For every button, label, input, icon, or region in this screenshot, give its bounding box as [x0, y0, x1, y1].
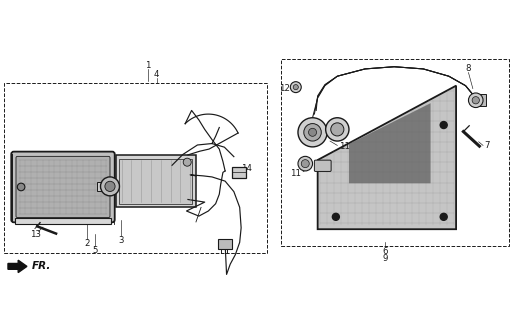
Text: 9: 9 [383, 254, 388, 263]
FancyBboxPatch shape [11, 152, 115, 222]
Text: 7: 7 [484, 141, 490, 150]
Bar [281, 60, 509, 246]
Text: 4: 4 [154, 69, 159, 78]
Circle shape [298, 118, 327, 147]
Circle shape [105, 181, 115, 191]
Circle shape [440, 213, 447, 220]
Circle shape [17, 183, 25, 191]
Circle shape [332, 213, 339, 220]
Circle shape [331, 123, 344, 136]
Circle shape [290, 82, 301, 92]
Circle shape [472, 97, 479, 104]
Bar [218, 239, 232, 249]
Bar [4, 84, 267, 253]
Text: 1: 1 [145, 61, 150, 70]
FancyBboxPatch shape [15, 218, 110, 224]
Text: 13: 13 [30, 230, 41, 239]
Text: 5: 5 [93, 246, 98, 255]
Circle shape [298, 156, 312, 171]
Polygon shape [8, 260, 27, 273]
Text: 2: 2 [84, 239, 89, 248]
Circle shape [304, 124, 321, 141]
Bar [232, 166, 246, 178]
Circle shape [309, 128, 317, 136]
Text: 3: 3 [118, 236, 124, 245]
Bar [116, 155, 196, 207]
Text: 10: 10 [130, 188, 141, 197]
Text: 12: 12 [279, 84, 290, 93]
Polygon shape [318, 86, 456, 229]
Text: 6: 6 [382, 247, 388, 256]
Text: 8: 8 [466, 64, 471, 73]
Text: 11: 11 [290, 169, 301, 178]
Bar [477, 94, 486, 106]
Circle shape [301, 160, 309, 168]
Text: 11: 11 [339, 142, 350, 151]
Text: 14: 14 [241, 164, 252, 173]
FancyBboxPatch shape [16, 156, 110, 218]
Text: FR.: FR. [31, 261, 50, 271]
FancyBboxPatch shape [315, 160, 331, 172]
Circle shape [183, 158, 191, 166]
Circle shape [326, 118, 349, 141]
Circle shape [440, 122, 447, 129]
Circle shape [101, 183, 109, 191]
Bar [97, 182, 106, 191]
Circle shape [469, 93, 483, 108]
Circle shape [293, 84, 298, 90]
Bar [119, 158, 193, 204]
Circle shape [100, 177, 119, 196]
Polygon shape [349, 103, 431, 183]
